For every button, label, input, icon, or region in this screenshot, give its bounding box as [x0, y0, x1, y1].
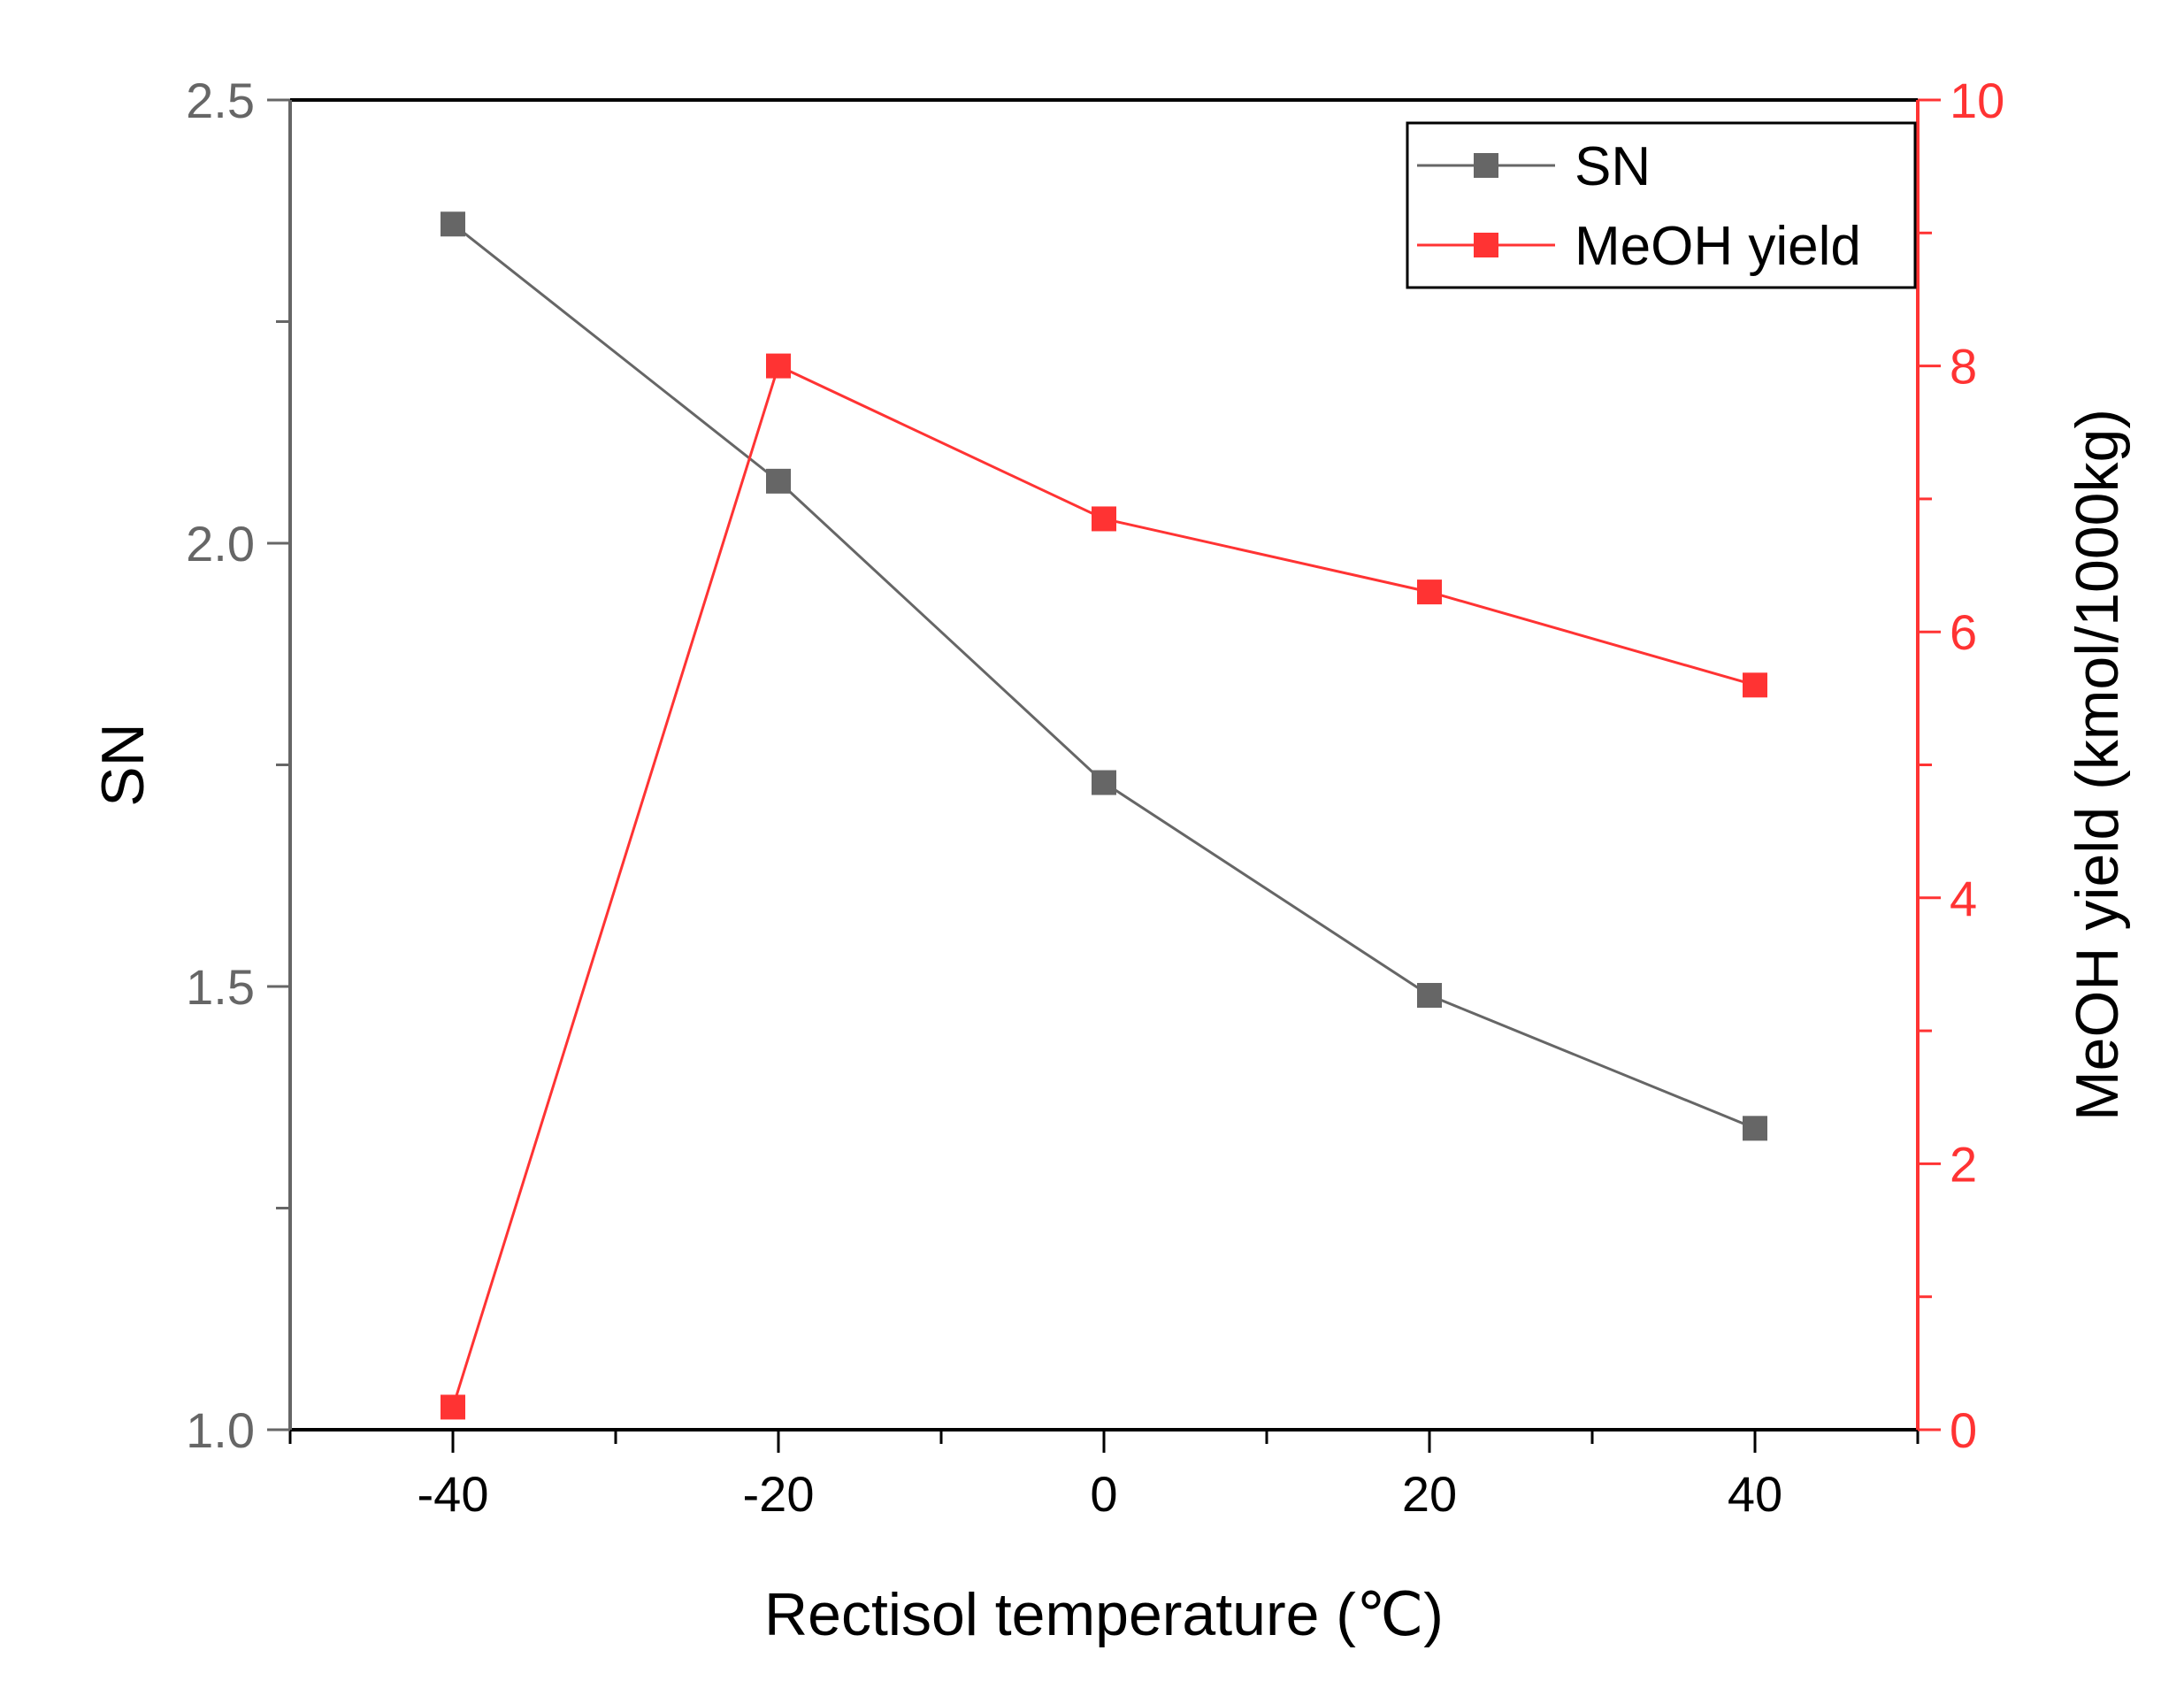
series-layer	[441, 211, 1767, 1420]
sn-data-point	[441, 211, 465, 237]
legend-entries: SN MeOH yield	[1417, 136, 1861, 277]
x-tick-label: -40	[418, 1466, 489, 1522]
left-tick-label: 2.0	[186, 516, 255, 572]
x-tick-label: 40	[1728, 1466, 1782, 1522]
left-y-ticks: 1.0 1.5 2.0 2.5	[186, 73, 290, 1458]
legend-marker-meoh-yield	[1474, 233, 1498, 257]
right-tick-label: 4	[1950, 871, 1977, 926]
x-tick-label: -20	[743, 1466, 815, 1522]
meoh-yield-data-point	[766, 353, 791, 379]
meoh-yield-data-point	[1417, 580, 1442, 605]
meoh-yield-data-point	[441, 1394, 465, 1420]
right-tick-label: 2	[1950, 1136, 1977, 1192]
legend-box	[1406, 121, 1917, 289]
x-axis-title: Rectisol temperature (℃)	[764, 1581, 1444, 1648]
legend: SN MeOH yield	[1406, 121, 1917, 289]
sn-data-point	[1417, 983, 1442, 1009]
legend-marker-sn	[1474, 153, 1498, 178]
sn-data-point	[1743, 1116, 1767, 1141]
axes-layer: -40 -20 0 20 40 1.0 1.5 2.0 2.5 0 2 4 6 8 10	[186, 73, 2004, 1522]
x-ticks: -40 -20 0 20 40	[288, 1430, 1920, 1522]
right-y-axis-title: MeOH yield (kmol/1000kg)	[2064, 409, 2131, 1121]
left-tick-label: 1.5	[186, 959, 255, 1015]
sn-data-point	[1092, 770, 1116, 795]
left-tick-label: 1.0	[186, 1402, 255, 1458]
right-tick-label: 10	[1950, 73, 2004, 128]
x-tick-label: 0	[1090, 1466, 1117, 1522]
sn-data-point	[766, 468, 791, 494]
legend-label-sn: SN	[1575, 136, 1651, 197]
right-y-ticks: 0 2 4 6 8 10	[1918, 73, 2004, 1458]
right-tick-label: 6	[1950, 604, 1977, 660]
meoh-yield-data-point	[1743, 672, 1767, 698]
left-y-axis-title: SN	[89, 723, 157, 806]
x-tick-label: 20	[1402, 1466, 1457, 1522]
legend-label-meoh-yield: MeOH yield	[1575, 216, 1861, 277]
right-tick-label: 8	[1950, 339, 1977, 395]
meoh-yield-data-point	[1092, 506, 1116, 532]
right-tick-label: 0	[1950, 1402, 1977, 1458]
left-tick-label: 2.5	[186, 73, 255, 128]
